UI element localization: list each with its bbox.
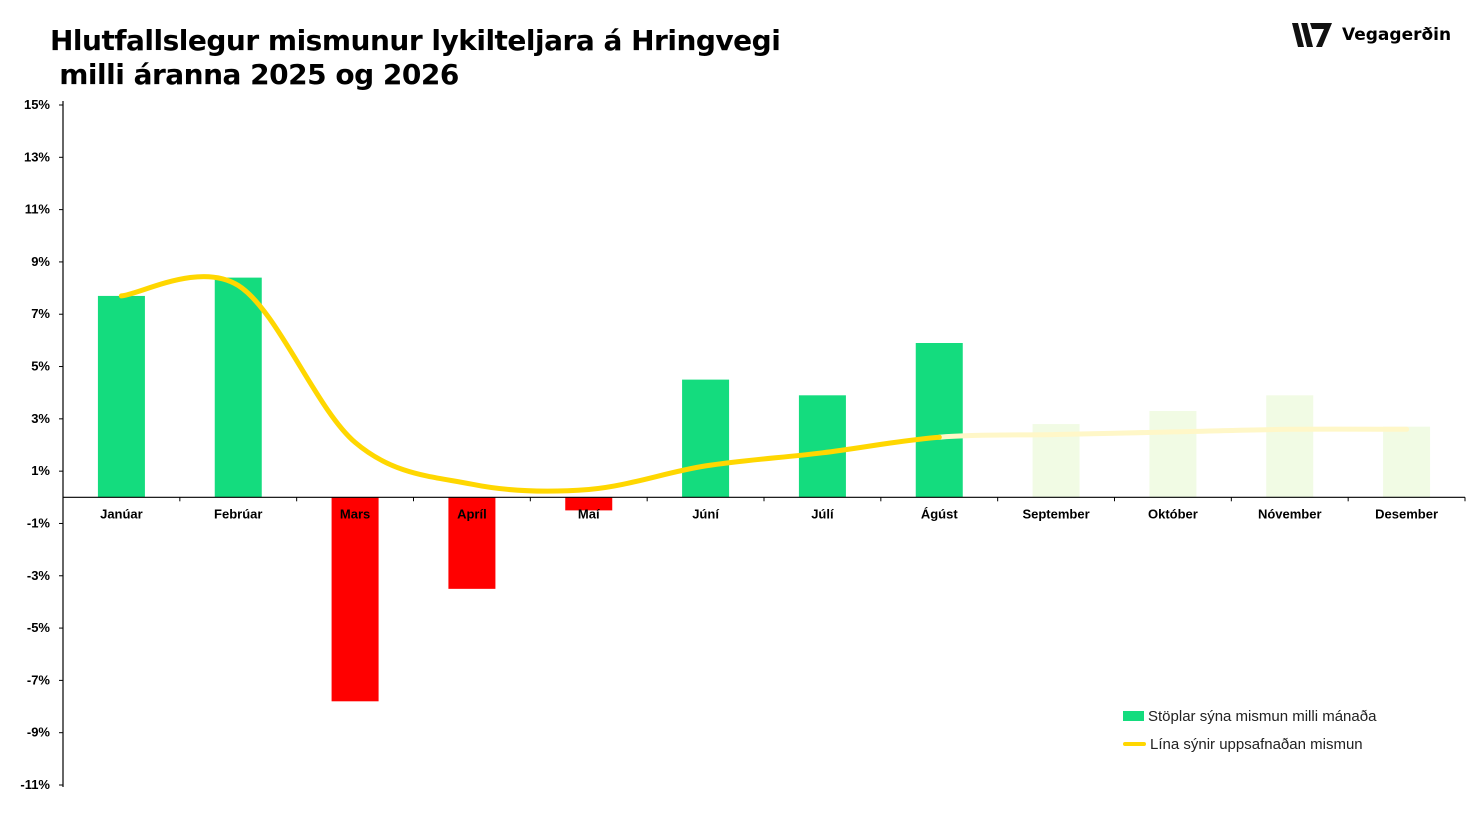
brand-logo: Vegagerðin bbox=[1290, 18, 1451, 52]
x-tick-label: Maí bbox=[578, 506, 600, 521]
bar-8 bbox=[915, 343, 963, 498]
chart-title: Hlutfallslegur mismunur lykilteljara á H… bbox=[50, 24, 810, 92]
bar-12 bbox=[1383, 426, 1431, 498]
cumulative-line bbox=[118, 274, 1410, 494]
x-tick-label: Október bbox=[1148, 506, 1198, 521]
x-tick-label: Nóvember bbox=[1258, 506, 1322, 521]
x-axis: Janúar Febrúar Mars Apríl Maí Júní Júlí Ágúst Se… bbox=[62, 496, 1466, 521]
y-tick-label: -3% bbox=[27, 568, 51, 583]
y-tick-label: 15% bbox=[24, 97, 50, 112]
legend-item-bars: Stöplar sýna mismun milli mánaða bbox=[1123, 702, 1376, 730]
y-tick-label: -7% bbox=[27, 672, 51, 687]
bar-6 bbox=[682, 379, 730, 498]
y-tick-label: 3% bbox=[31, 411, 50, 426]
x-tick-label: Mars bbox=[340, 506, 370, 521]
y-axis: 15% 13% 11% 9% 7% 5% 3% 1% -1% -3% -5% -7% -9% -11% bbox=[20, 97, 64, 792]
legend-swatch-bars bbox=[1123, 711, 1144, 721]
y-tick-label: 1% bbox=[31, 463, 50, 478]
chart-title-line-2: milli áranna 2025 og 2026 bbox=[50, 58, 459, 91]
bar-1 bbox=[97, 295, 145, 498]
y-tick-label: -5% bbox=[27, 620, 51, 635]
y-tick-label: 5% bbox=[31, 359, 50, 374]
bar-7 bbox=[798, 395, 846, 498]
bar-11 bbox=[1266, 395, 1314, 498]
y-tick-label: 13% bbox=[24, 149, 50, 164]
y-tick-label: -11% bbox=[20, 777, 50, 792]
bars bbox=[97, 277, 1431, 702]
bar-2 bbox=[214, 277, 262, 498]
bar-10 bbox=[1149, 411, 1197, 498]
brand-name: Vegagerðin bbox=[1342, 25, 1452, 45]
cumulative-line-forecast bbox=[936, 426, 1410, 440]
x-tick-label: Ágúst bbox=[921, 506, 959, 521]
bar-5 bbox=[565, 497, 613, 511]
legend-swatch-line bbox=[1123, 742, 1146, 746]
y-tick-label: 9% bbox=[31, 254, 50, 269]
y-tick-label: 7% bbox=[31, 306, 50, 321]
y-tick-label: -1% bbox=[27, 515, 51, 530]
chart-title-line-1: Hlutfallslegur mismunur lykilteljara á H… bbox=[50, 24, 781, 57]
y-tick-label: 11% bbox=[25, 202, 51, 217]
x-tick-label: Apríl bbox=[457, 506, 487, 521]
legend: Stöplar sýna mismun milli mánaða Lína sý… bbox=[1123, 702, 1376, 758]
x-tick-label: Febrúar bbox=[214, 506, 262, 521]
y-tick-label: -9% bbox=[27, 725, 51, 740]
cumulative-line-actual bbox=[118, 274, 942, 494]
legend-label-bars: Stöplar sýna mismun milli mánaða bbox=[1148, 707, 1377, 725]
bar-3 bbox=[331, 497, 379, 702]
x-tick-label: Desember bbox=[1375, 506, 1438, 521]
x-tick-label: September bbox=[1022, 506, 1089, 521]
legend-item-line: Lína sýnir uppsafnaðan mismun bbox=[1123, 730, 1376, 758]
x-tick-label: Janúar bbox=[100, 506, 143, 521]
x-tick-label: Júní bbox=[692, 506, 719, 521]
x-tick-label: Júlí bbox=[811, 506, 834, 521]
bar-4 bbox=[448, 497, 496, 589]
legend-label-line: Lína sýnir uppsafnaðan mismun bbox=[1150, 735, 1363, 753]
vegagerdin-stripes-icon bbox=[1292, 23, 1332, 47]
